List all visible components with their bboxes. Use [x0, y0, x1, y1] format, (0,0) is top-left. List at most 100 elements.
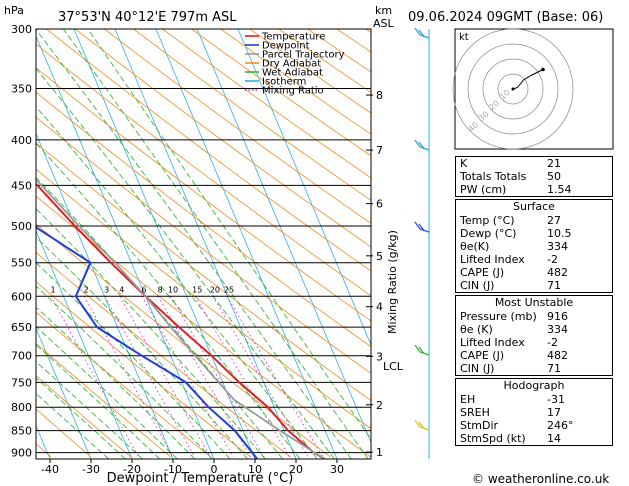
isotherm-line	[196, 29, 371, 444]
indices-panel: K 21 Totals Totals 50 PW (cm) 1.54 Surface …	[455, 156, 613, 448]
mixing-ratio-label: 15	[192, 285, 202, 294]
index-value: 14	[547, 432, 561, 445]
wet-adiabat-line	[36, 29, 352, 459]
index-value: 482	[547, 266, 568, 279]
index-label: θe(K)	[460, 240, 490, 253]
wind-barb-shaft	[419, 351, 430, 356]
mixing-ratio-line	[83, 296, 174, 458]
index-value: 10.5	[547, 227, 572, 240]
pressure-tick-label: 750	[11, 376, 32, 389]
height-tick-label: 3	[376, 350, 383, 363]
mixing-ratio-axis-label: Mixing Ratio (g/kg)	[386, 230, 399, 334]
pressure-tick-label: 350	[11, 82, 32, 95]
index-label: Totals Totals	[460, 170, 527, 183]
profiles	[36, 178, 326, 459]
index-label: SREH	[460, 406, 490, 419]
mixing-ratio-line	[104, 296, 195, 458]
dry-adiabat-line	[36, 408, 92, 458]
index-row: Lifted Index -2	[456, 336, 612, 349]
wind-barb-shaft	[419, 228, 430, 233]
mixing-ratio-line	[119, 296, 211, 458]
height-ticks: 8 7 6 5 4 3 2 1	[366, 89, 383, 459]
mixing-ratio-labels: 1 2 3 4 6 8 10 15 20 25	[50, 285, 234, 294]
index-label: CIN (J)	[460, 362, 495, 375]
wind-barb-feather	[414, 221, 421, 230]
section-title: Surface	[513, 200, 555, 213]
location-title: 37°53'N 40°12'E 797m ASL	[58, 10, 237, 25]
index-row: EH -31	[456, 393, 612, 406]
index-row: StmSpd (kt) 14	[456, 432, 612, 445]
index-value: 482	[547, 349, 568, 362]
temperature-tick-label: 0	[211, 463, 218, 476]
dry-adiabat-line	[36, 116, 371, 374]
dry-adiabat-line	[162, 29, 371, 179]
index-row: Dewp (°C) 10.5	[456, 227, 612, 240]
index-label: Temp (°C)	[460, 214, 515, 227]
index-value: 1.54	[547, 183, 572, 196]
index-label: EH	[460, 393, 476, 406]
wet-adiabat-line	[36, 377, 126, 459]
dry-adiabat-line	[104, 29, 371, 224]
index-value: 27	[547, 214, 561, 227]
temperature-tick-label: -30	[82, 463, 100, 476]
dry-adiabat-line	[36, 311, 211, 458]
pressure-tick-label: 900	[11, 447, 32, 460]
isotherm-line	[36, 35, 215, 459]
temperature-tick-label: 10	[248, 463, 262, 476]
index-row: SREH 17	[456, 406, 612, 419]
index-value: 21	[547, 157, 561, 170]
wind-barb	[414, 419, 430, 431]
isotherm-line	[0, 29, 9, 459]
pressure-tick-label: 300	[11, 23, 32, 36]
surface-section: Surface Temp (°C) 27 Dewp (°C) 10.5 θe(K) 3…	[455, 199, 613, 293]
wind-barb-shaft	[419, 426, 430, 431]
wind-barb	[414, 344, 430, 356]
index-label: Pressure (mb)	[460, 310, 537, 323]
wind-barb-feather	[414, 27, 421, 36]
temperature-tick-label: -20	[123, 463, 141, 476]
mixing-ratio-label: 8	[158, 285, 163, 294]
mixing-ratio-line	[157, 296, 251, 458]
background-lines	[0, 29, 371, 459]
index-row: θe(K) 334	[456, 240, 612, 253]
isotherm-line	[155, 29, 338, 459]
isotherm-line	[73, 29, 256, 459]
wind-barb-feather	[418, 141, 425, 149]
mixing-ratio-label: 1	[50, 285, 55, 294]
pressure-tick-label: 400	[11, 134, 32, 147]
hodograph-ring	[497, 73, 529, 105]
index-label: CAPE (J)	[460, 266, 505, 279]
dry-adiabat-line	[133, 29, 371, 201]
pressure-tick-label: 700	[11, 350, 32, 363]
index-row: CIN (J) 71	[456, 279, 612, 292]
dry-adiabat-line	[36, 67, 371, 322]
datetime-title: 09.06.2024 09GMT (Base: 06)	[408, 10, 603, 25]
x-axis-label: Dewpoint / Temperature (°C)	[107, 471, 294, 486]
mixing-ratio-line	[212, 296, 309, 458]
mixing-ratio-label: 10	[168, 285, 178, 294]
wind-barb-feather	[418, 29, 425, 37]
wet-adiabat-line	[36, 344, 161, 459]
wind-barb	[414, 27, 430, 39]
temperature-ticks: -40 -30 -20 -10 0 10 20 30	[41, 459, 344, 476]
index-row: Totals Totals 50	[456, 170, 612, 183]
mixing-ratio-label: 3	[104, 285, 109, 294]
hodograph-frame	[454, 28, 614, 150]
index-label: PW (cm)	[460, 183, 507, 196]
dry-adiabat-line	[36, 281, 251, 458]
index-value: 246°	[547, 419, 574, 432]
index-row: StmDir 246°	[456, 419, 612, 432]
height-tick-label: 8	[376, 89, 383, 102]
wind-barb	[414, 139, 430, 151]
wind-barb-feather	[414, 139, 421, 148]
index-value: -31	[547, 393, 565, 406]
temperature-tick-label: 20	[289, 463, 303, 476]
wind-barb-shaft	[419, 34, 430, 39]
mixing-ratio-label: 25	[224, 285, 234, 294]
dry-adiabat-line	[75, 29, 371, 248]
wind-barb-feather	[418, 223, 425, 231]
wet-adiabat-line	[36, 285, 213, 459]
